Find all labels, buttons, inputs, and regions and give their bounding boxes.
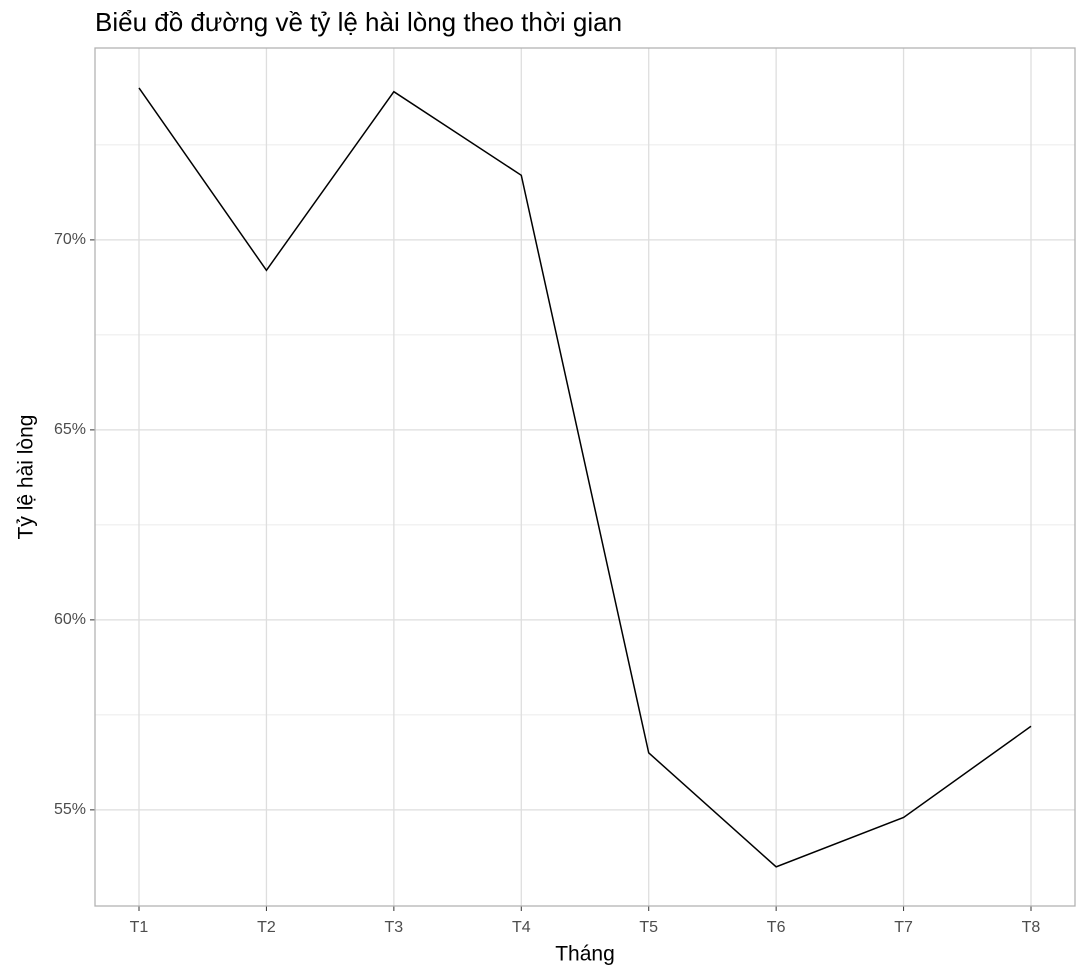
y-tick-label: 65% (54, 421, 86, 438)
chart-title: Biểu đồ đường về tỷ lệ hài lòng theo thờ… (95, 7, 622, 37)
x-tick-label: T5 (639, 919, 658, 936)
y-tick-label: 55% (54, 801, 86, 818)
x-tick-label: T8 (1022, 919, 1041, 936)
x-tick-label: T4 (512, 919, 531, 936)
line (138, 87, 1032, 868)
x-tick-label: T3 (385, 919, 404, 936)
y-tick-label: 70% (54, 231, 86, 248)
x-tick-label: T1 (130, 919, 149, 936)
panel-border (94, 47, 1076, 907)
x-tick-label: T6 (767, 919, 786, 936)
x-tick-label: T2 (257, 919, 276, 936)
x-axis-label: Tháng (555, 943, 615, 966)
y-axis-label: Tỷ lệ hài lòng (15, 415, 38, 540)
x-tick-label: T7 (894, 919, 913, 936)
y-tick-label: 60% (54, 611, 86, 628)
